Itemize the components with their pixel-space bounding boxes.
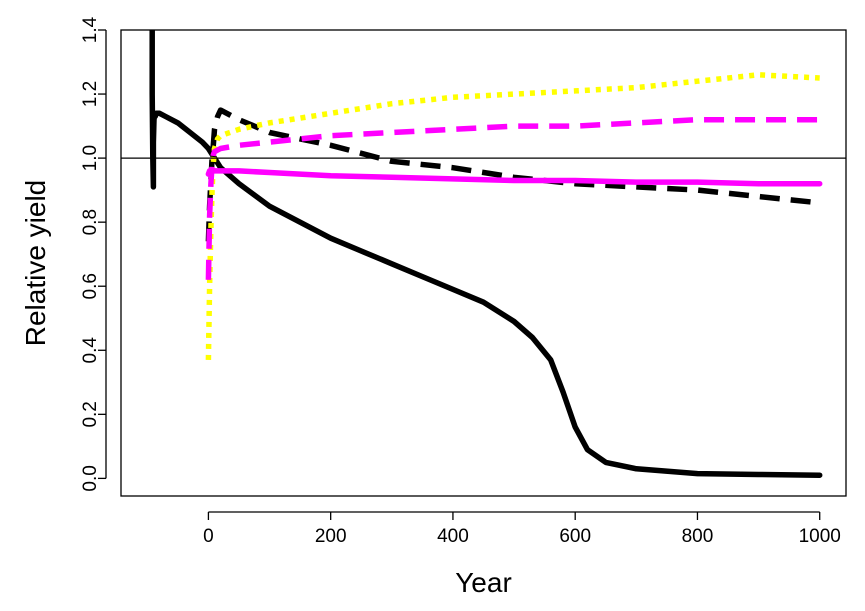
- plot-frame: [120, 29, 847, 497]
- x-tick-label: 400: [437, 526, 469, 547]
- series-line-1-solid: [149, 30, 823, 478]
- y-tick-label: 0.6: [80, 273, 101, 299]
- y-tick-label: 0.8: [80, 209, 101, 235]
- y-tick-label: 0.4: [80, 337, 101, 364]
- y-tick-label: 1.0: [80, 145, 101, 171]
- series-line-3-dotted: [205, 72, 820, 360]
- x-axis-title: Year: [455, 567, 512, 598]
- x-tick-label: 600: [559, 526, 591, 547]
- series-line-4-dashed: [205, 116, 820, 280]
- y-tick-label: 1.4: [80, 16, 101, 43]
- series-layer: [149, 30, 823, 478]
- series-line-2-dashed: [205, 107, 820, 242]
- y-tick-label: 0.2: [80, 401, 101, 427]
- series-line-5-solid: [205, 168, 823, 187]
- y-axis-title: Relative yield: [20, 180, 51, 347]
- x-tick-label: 800: [682, 526, 714, 547]
- x-tick-label: 200: [315, 526, 347, 547]
- y-axis: 0.0 0.2 0.4 0.6 0.8 1.0 1.2 1.4: [80, 16, 107, 492]
- x-tick-label: 0: [203, 526, 214, 547]
- y-tick-label: 0.0: [80, 465, 101, 491]
- x-tick-label: 1000: [799, 526, 841, 547]
- x-axis: 0 200 400 600 800 1000: [203, 511, 841, 547]
- y-tick-label: 1.2: [80, 81, 101, 107]
